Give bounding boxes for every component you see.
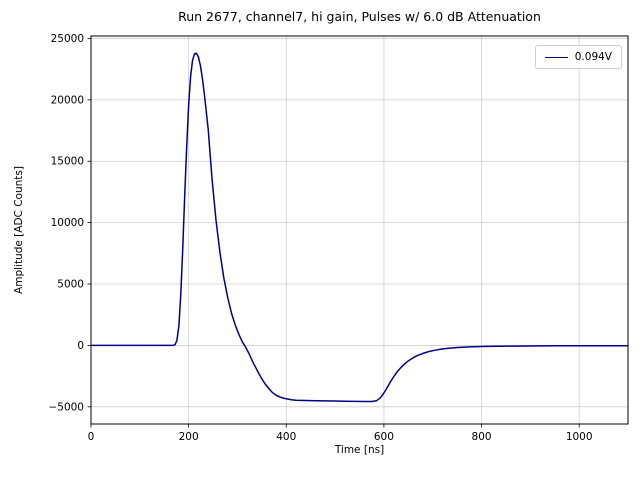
chart-title: Run 2677, channel7, hi gain, Pulses w/ 6… — [178, 9, 541, 24]
y-tick-label: 10000 — [51, 217, 84, 229]
plot-border — [90, 35, 629, 425]
x-tick-label: 400 — [276, 431, 296, 443]
x-tick-label: 200 — [179, 431, 199, 443]
x-tick-label: 1000 — [566, 431, 593, 443]
y-tick-label: 15000 — [51, 156, 84, 168]
legend: 0.094V — [534, 45, 622, 69]
x-tick-label: 600 — [374, 431, 394, 443]
y-tick-label: 0 — [77, 340, 84, 352]
legend-label: 0.094V — [574, 51, 612, 63]
x-axis-label: Time [ns] — [334, 444, 385, 456]
y-tick-label: 5000 — [57, 279, 84, 291]
y-tick-label: 20000 — [51, 94, 84, 106]
y-tick-label: 25000 — [51, 33, 84, 45]
x-tick-label: 0 — [88, 431, 95, 443]
y-tick-label: −5000 — [48, 401, 84, 413]
x-tick-label: 800 — [472, 431, 492, 443]
waveform-line — [90, 52, 629, 403]
y-axis-label: Amplitude [ADC Counts] — [13, 166, 25, 294]
legend-line-sample-icon — [544, 56, 568, 58]
